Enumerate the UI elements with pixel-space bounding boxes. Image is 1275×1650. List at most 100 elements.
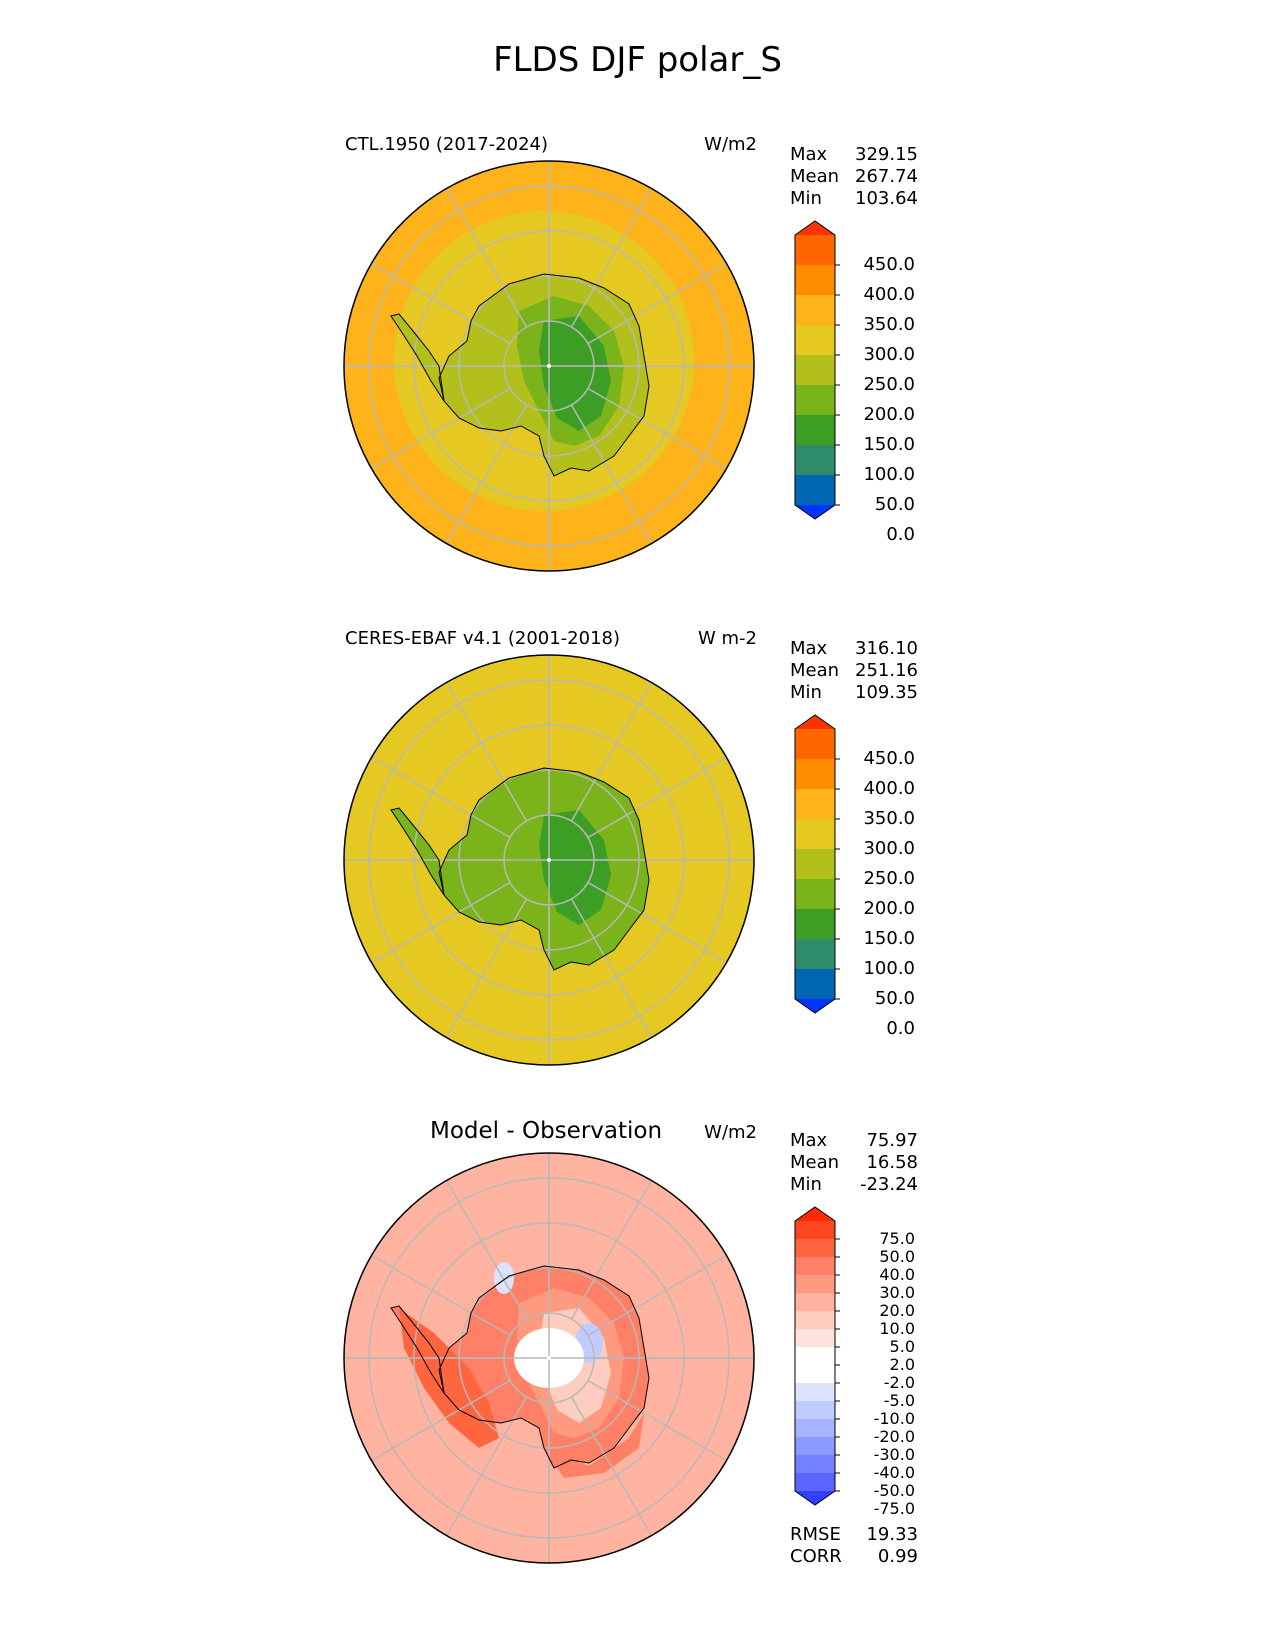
colorbar-tick-label: 300.0 [863,344,915,365]
colorbar-tick-label: 350.0 [863,808,915,829]
colorbar-tick-label: 50.0 [879,1247,915,1266]
polar-map [343,1152,755,1564]
colorbar-segment [795,295,835,326]
colorbar-segment [795,1347,835,1366]
colorbar-tick-label: 450.0 [863,254,915,275]
colorbar-extend-bottom [795,999,835,1013]
colorbar-segment [795,939,835,970]
colorbar-tick-label: 150.0 [863,928,915,949]
colorbar-tick-label: 250.0 [863,374,915,395]
colorbar-tick-label: 20.0 [879,1301,915,1320]
colorbar-tick-label: -40.0 [873,1463,915,1482]
colorbar-tick-label: 400.0 [863,778,915,799]
colorbar-tick-label: 50.0 [874,494,915,515]
panel-label: CERES-EBAF v4.1 (2001-2018) [345,628,621,649]
colorbar-tick-label: 0.0 [886,1018,915,1039]
meridian-line [445,188,528,328]
colorbar-extend-bottom [795,1491,835,1505]
stat-max: Max 75.97 [790,1130,918,1151]
colorbar-segment [795,1419,835,1438]
colorbar-segment [795,355,835,386]
stats-box: Max 316.10 Mean 251.16 Min 109.35 [790,638,918,704]
panel-difference: Model - Observation W/m2 Max 75.97 Mean 16… [0,1108,1275,1578]
colorbar-tick-label: -50.0 [873,1481,915,1500]
pole-marker [547,858,551,862]
colorbar-segment [795,1365,835,1384]
colorbar-tick-label: 50.0 [874,988,915,1009]
pole-marker [547,364,551,368]
meridian-line [371,756,511,839]
colorbar-extend-top [795,715,835,729]
map-boundary [343,1152,755,1564]
colorbar-segment [795,1437,835,1456]
colorbar-tick-label: 150.0 [863,434,915,455]
colorbar-segment [795,1401,835,1420]
colorbar-segment [795,819,835,850]
colorbar [794,714,840,1014]
colorbar-tick-label: 75.0 [879,1229,915,1248]
positive-anomaly [544,1413,644,1478]
polar-map [343,654,755,1066]
colorbar-segment [795,879,835,910]
stat-max: Max 316.10 [790,638,918,659]
colorbar-tick-label: -5.0 [883,1391,915,1410]
colorbar-tick-label: -2.0 [883,1373,915,1392]
meridian-line [445,682,528,822]
panel-label: Model - Observation [430,1118,663,1144]
colorbar-segment [795,969,835,1000]
meridian-line [371,1254,511,1337]
meridian-line [371,881,511,964]
colorbar-tick-label: -30.0 [873,1445,915,1464]
meridian-line [570,1180,653,1320]
colorbar-tick-label: -10.0 [873,1409,915,1428]
coastline [438,273,650,477]
meridian-line [570,404,653,544]
colorbar-segment [795,1257,835,1276]
colorbar-segment [795,1455,835,1474]
colorbar-tick-label: 450.0 [863,748,915,769]
map-boundary [343,654,755,1066]
colorbar-tick-label: 350.0 [863,314,915,335]
colorbar-segment [795,849,835,880]
coastline [438,767,650,971]
colorbar-tick-label: 200.0 [863,404,915,425]
panel-model: CTL.1950 (2017-2024) W/m2 Max 329.15 Mean… [0,120,1275,590]
panel-label: CTL.1950 (2017-2024) [345,134,549,155]
stat-min: Min 103.64 [790,188,918,209]
coastline [438,1265,650,1469]
colorbar [794,220,840,520]
colorbar-segment [795,909,835,940]
colorbar-tick-label: 40.0 [879,1265,915,1284]
colorbar-segment [795,475,835,506]
colorbar-tick-label: 100.0 [863,464,915,485]
colorbar-tick-label: 5.0 [889,1337,915,1356]
panel-units: W/m2 [704,134,757,155]
colorbar-tick-label: 200.0 [863,898,915,919]
meridian-line [570,1396,653,1536]
stat-min: Min -23.24 [790,1174,918,1195]
colorbar-tick-label: 10.0 [879,1319,915,1338]
meridian-line [371,387,511,470]
stats-box: Max 329.15 Mean 267.74 Min 103.64 [790,144,918,210]
stat-corr: CORR 0.99 [790,1546,918,1567]
panel-units: W m-2 [697,628,757,649]
coastline [390,807,445,896]
colorbar-tick-label: -75.0 [873,1499,915,1518]
panel-observation: CERES-EBAF v4.1 (2001-2018) W m-2 Max 316… [0,614,1275,1084]
interior-field [539,810,611,925]
stat-mean: Mean 16.58 [790,1152,918,1173]
colorbar-segment [795,265,835,296]
colorbar-extend-bottom [795,505,835,519]
colorbar-segment [795,789,835,820]
meridian-line [587,1254,727,1337]
figure-title: FLDS DJF polar_S [493,40,782,80]
colorbar-segment [795,1473,835,1492]
colorbar-tick-label: 300.0 [863,838,915,859]
colorbar-segment [795,1221,835,1240]
colorbar-tick-label: -20.0 [873,1427,915,1446]
panel-units: W/m2 [704,1122,757,1143]
stat-rmse: RMSE 19.33 [790,1524,918,1545]
meridian-line [371,1379,511,1462]
coastline [390,313,445,402]
colorbar-segment [795,1329,835,1348]
